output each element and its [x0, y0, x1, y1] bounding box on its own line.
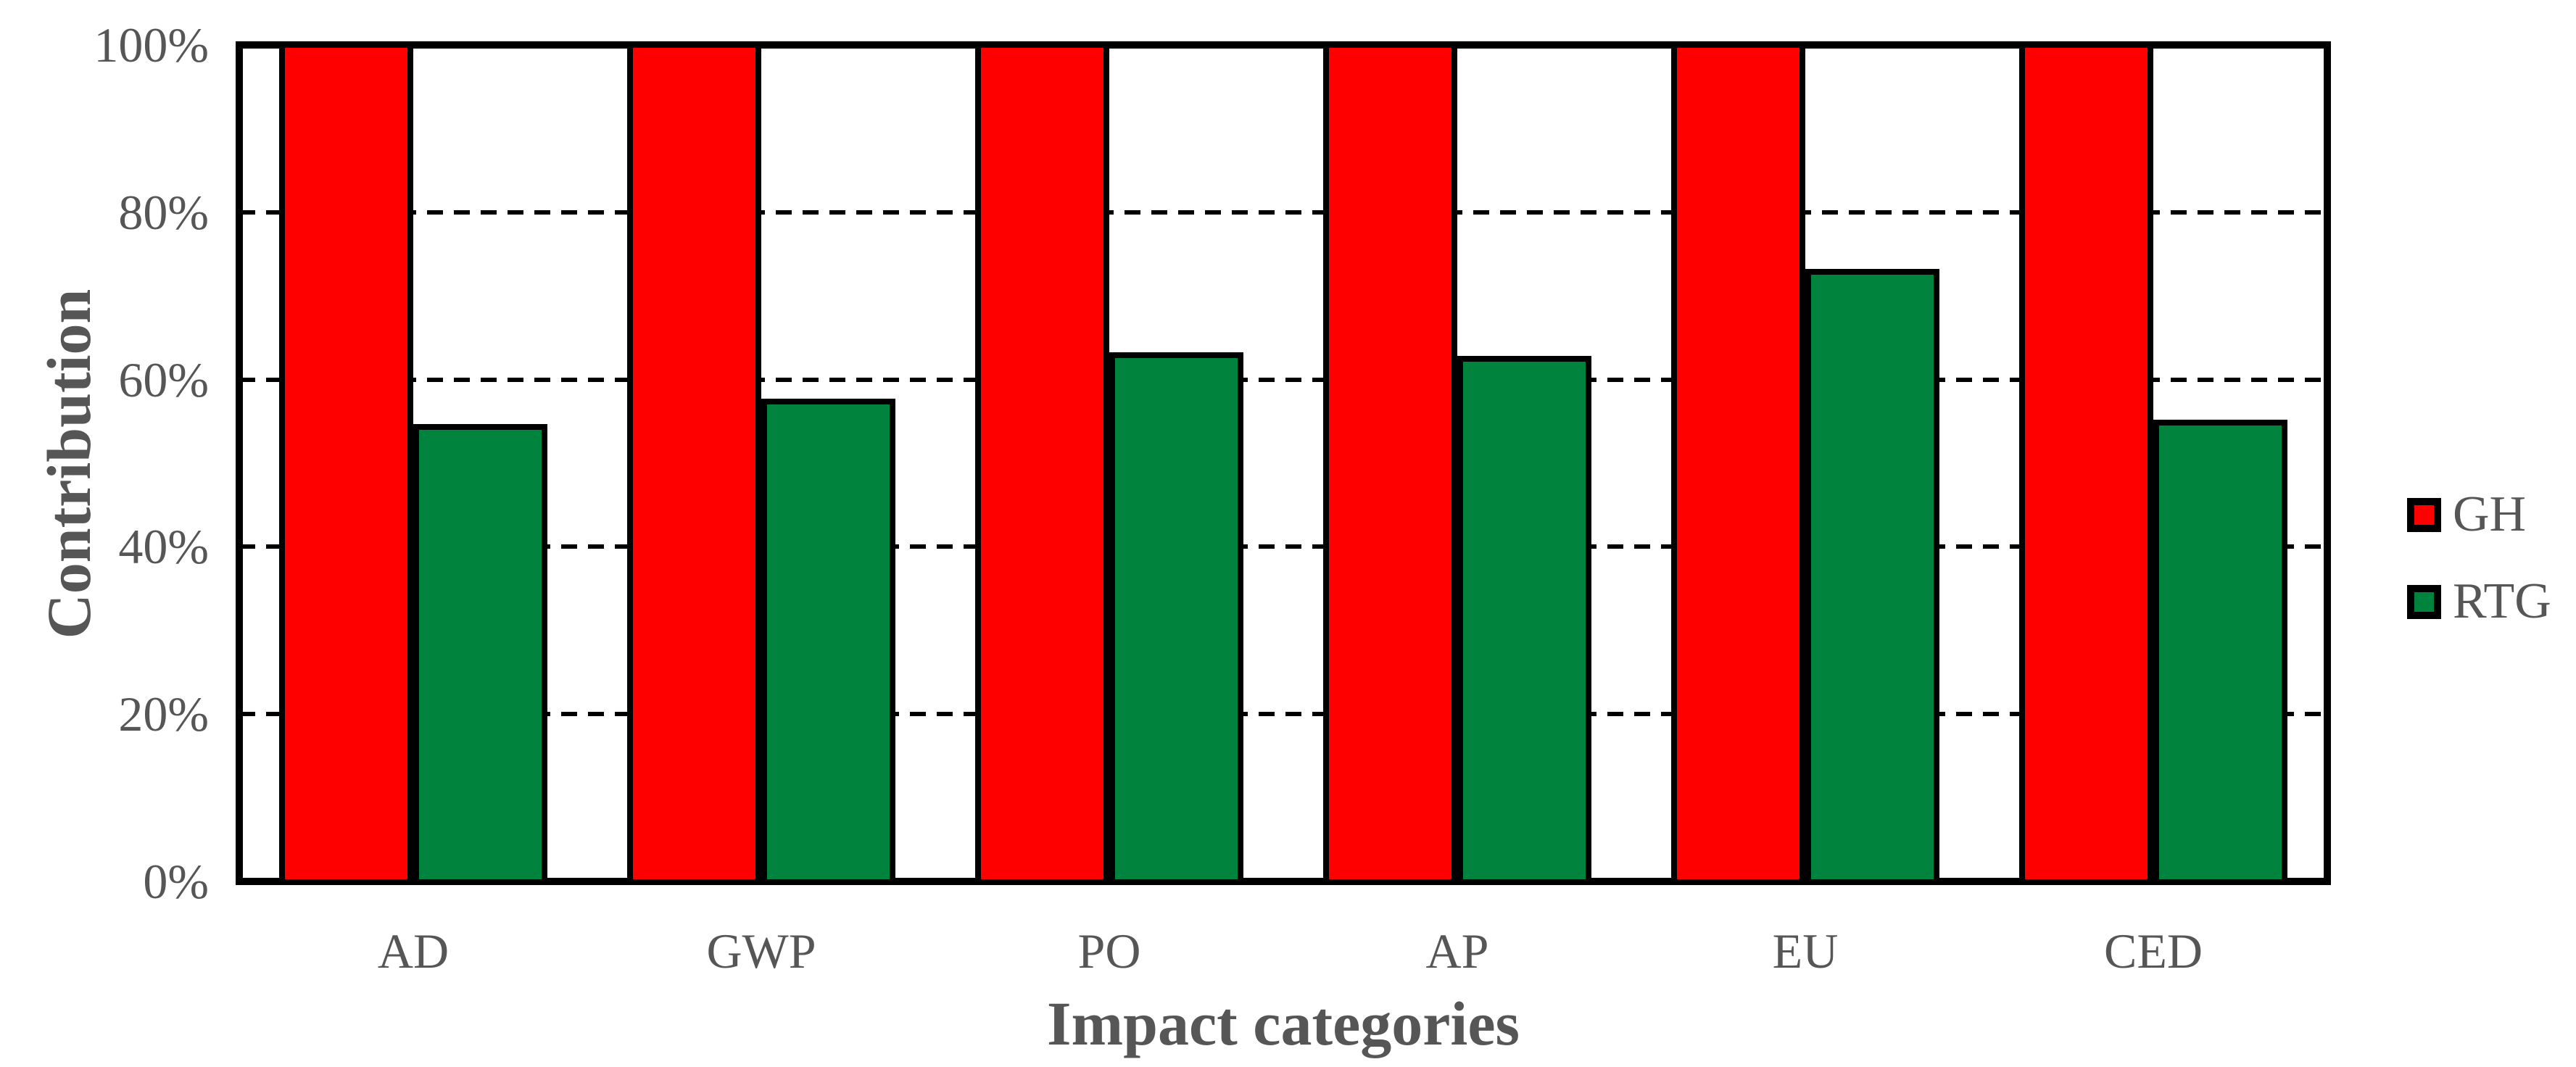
x-tick-label-po: PO	[1077, 923, 1141, 979]
y-tick-label-20%: 20%	[118, 686, 209, 742]
bar-gh-gwp	[627, 42, 761, 885]
x-tick-label-ced: CED	[2104, 923, 2203, 979]
bar-rtg-ap	[1457, 356, 1591, 885]
plot-area	[236, 41, 2331, 885]
bar-gh-ap	[1323, 42, 1457, 885]
bar-rtg-ced	[2153, 420, 2287, 885]
y-tick-label-100%: 100%	[94, 17, 209, 72]
y-tick-label-60%: 60%	[118, 352, 209, 407]
bar-rtg-eu	[1805, 269, 1939, 885]
gridline-40pct	[239, 544, 2327, 549]
gridline-80pct	[239, 210, 2327, 215]
bar-rtg-ad	[413, 424, 547, 885]
legend-item-rtg: RTG	[2407, 576, 2551, 627]
legend-item-gh: GH	[2407, 489, 2526, 540]
legend-swatch-rtg	[2407, 584, 2441, 619]
gridline-60pct	[239, 378, 2327, 382]
x-axis-title: Impact categories	[1047, 989, 1520, 1058]
x-tick-label-gwp: GWP	[706, 923, 816, 979]
y-tick-label-40%: 40%	[118, 519, 209, 574]
x-tick-label-ad: AD	[377, 923, 450, 979]
legend-swatch-gh	[2407, 497, 2441, 532]
y-tick-label-80%: 80%	[118, 185, 209, 240]
bar-gh-ced	[2019, 42, 2153, 885]
bar-rtg-gwp	[761, 399, 895, 885]
legend-label-gh: GH	[2453, 486, 2527, 542]
bar-gh-po	[975, 42, 1109, 885]
gridline-20pct	[239, 712, 2327, 716]
x-tick-label-ap: AP	[1425, 923, 1489, 979]
bar-gh-ad	[279, 42, 413, 885]
legend-label-rtg: RTG	[2453, 573, 2551, 629]
x-tick-label-eu: EU	[1772, 923, 1839, 979]
bar-gh-eu	[1671, 42, 1805, 885]
y-tick-label-0%: 0%	[143, 854, 209, 909]
bar-rtg-po	[1109, 352, 1243, 885]
